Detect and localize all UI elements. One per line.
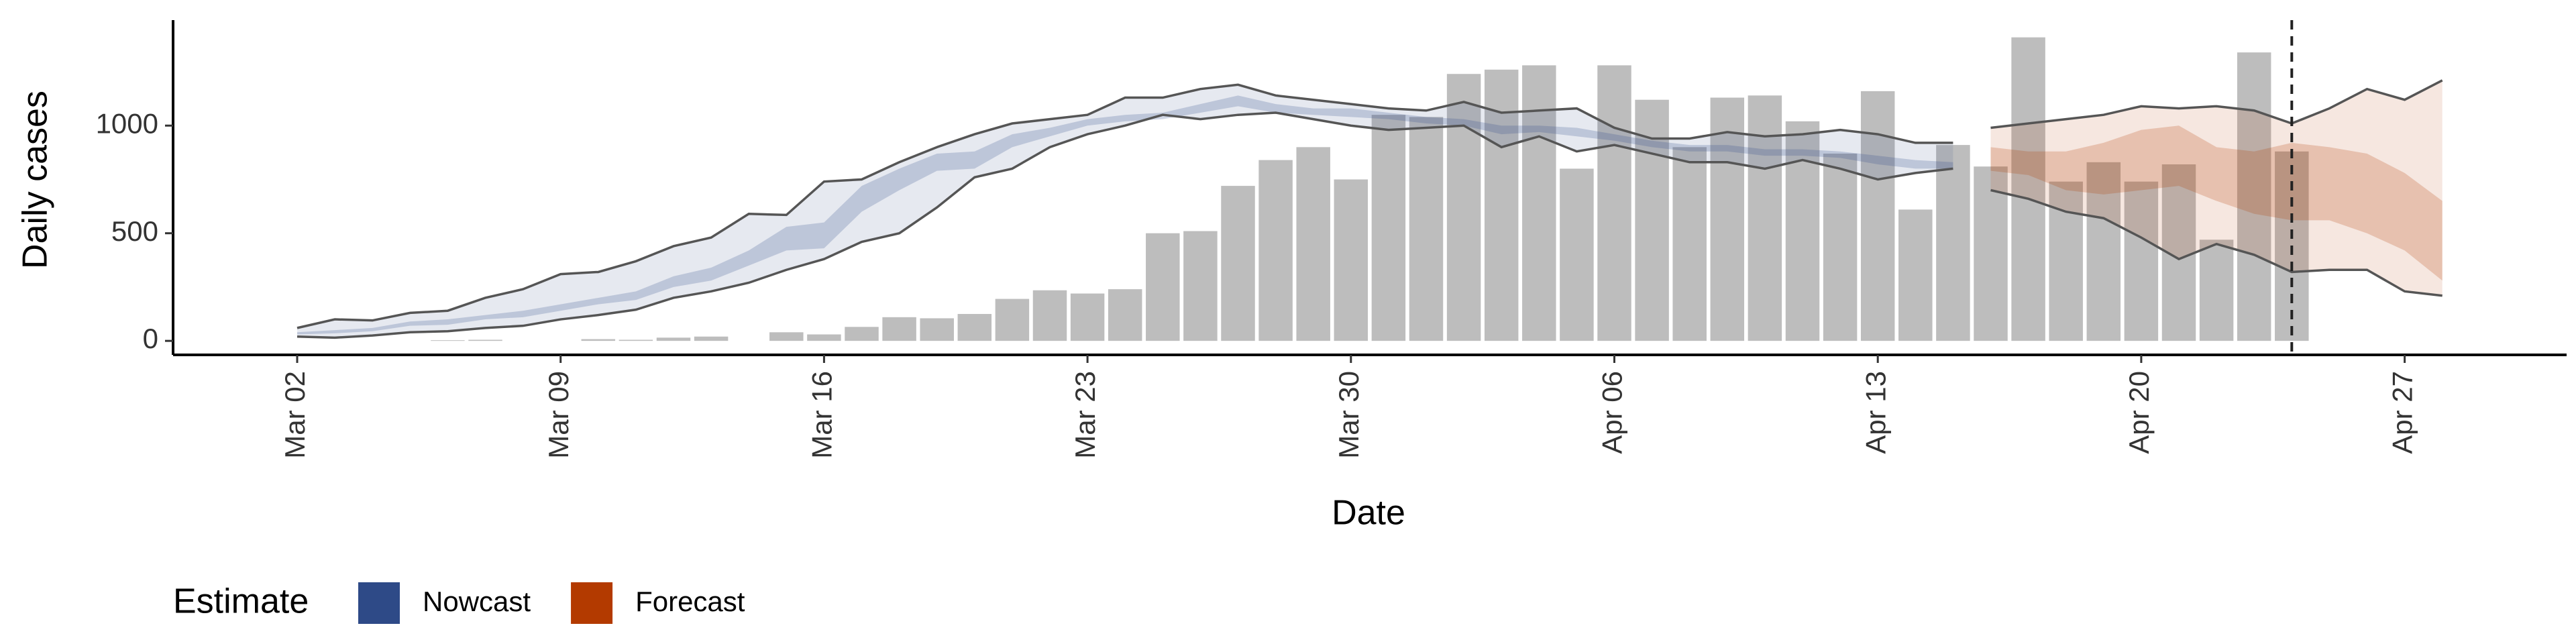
bar [468,339,502,341]
interval-band [297,85,1953,338]
bar [957,314,992,341]
legend-key [571,582,613,624]
bar [1860,91,1895,341]
bar [1672,147,1707,341]
bar [1334,179,1368,341]
bar [1221,186,1255,341]
legend-key [358,582,400,624]
y-tick-label: 500 [111,215,158,247]
x-tick-label: Mar 30 [1333,371,1364,459]
bar [1823,153,1858,341]
bar [1522,65,1556,341]
bar [1484,69,1519,341]
bar [920,318,954,341]
bar [1446,74,1481,341]
interval-edge [1990,189,2443,297]
bar [882,317,916,341]
bar [1635,99,1669,341]
bar [1032,290,1067,341]
bar [1710,97,1745,341]
bar [1936,145,1970,341]
bar [656,337,691,341]
y-tick-label: 0 [143,323,158,354]
bar [1146,233,1180,341]
bar [1108,289,1142,341]
bar [2011,37,2045,341]
x-tick-label: Mar 23 [1069,371,1101,459]
x-tick-label: Apr 13 [1860,371,1891,454]
legend-label: Forecast [635,586,745,617]
bar [1409,117,1444,341]
bar [769,332,804,341]
x-tick-label: Apr 27 [2387,371,2418,454]
x-tick-label: Apr 20 [2123,371,2155,454]
bar [1785,121,1820,341]
x-axis-title: Date [1332,494,1405,533]
bar [2237,52,2271,341]
bar [1560,168,1594,341]
bar [1748,95,1782,341]
bar [807,334,841,341]
interval-band [1990,80,2443,296]
interval-edge [1990,79,2443,129]
bar [694,336,729,341]
y-tick-label: 1000 [96,107,158,139]
bar [2086,162,2121,341]
bar [581,339,616,341]
bar [1597,65,1631,341]
bar [1258,160,1293,341]
legend-title: Estimate [173,582,309,621]
y-axis-title: Daily cases [16,91,55,269]
x-tick-label: Mar 02 [279,371,311,459]
bar [1371,115,1406,341]
bar [1296,147,1330,341]
bar [845,327,879,341]
interval-band [1990,125,2443,281]
legend-label: Nowcast [423,586,531,617]
bar [431,340,465,341]
bar [1183,231,1218,341]
x-tick-label: Mar 16 [806,371,837,459]
x-tick-label: Apr 06 [1597,371,1628,454]
bar [2199,239,2234,341]
interval-band [297,95,1953,335]
x-tick-label: Mar 09 [543,371,574,459]
bar [1974,166,2008,341]
interval-edge [297,111,1953,339]
bar [2124,181,2159,341]
bar [1898,209,1933,341]
bar [1070,293,1105,341]
interval-edge [297,83,1953,329]
bar [619,339,653,341]
bar [995,299,1030,341]
